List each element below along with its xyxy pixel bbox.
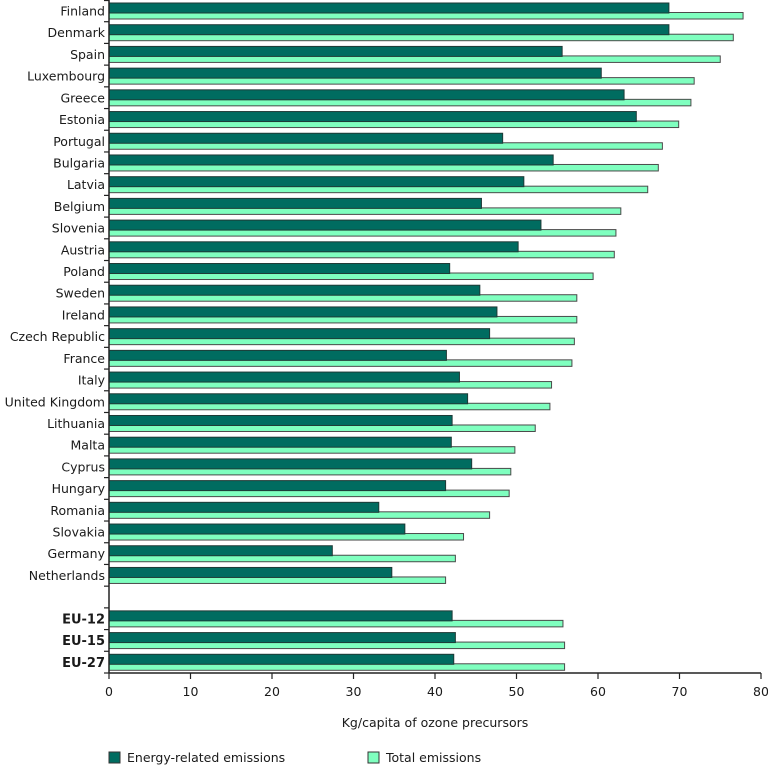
category-label: Romania xyxy=(50,503,105,518)
x-tick-label: 80 xyxy=(753,684,768,699)
bar-energy xyxy=(108,436,452,448)
bar-energy xyxy=(108,111,637,123)
bar-energy xyxy=(108,523,406,535)
legend-swatch-energy xyxy=(108,751,121,764)
category-label: Sweden xyxy=(56,286,105,301)
bar-energy xyxy=(108,501,380,513)
x-tick-label: 30 xyxy=(346,684,362,699)
category-label: EU-15 xyxy=(62,634,105,649)
category-label: Estonia xyxy=(59,112,105,127)
bar-energy xyxy=(108,328,491,340)
category-label: Malta xyxy=(71,438,105,453)
category-label: Germany xyxy=(48,546,106,561)
x-tick-label: 40 xyxy=(427,684,443,699)
bar-energy xyxy=(108,241,519,253)
category-label: Bulgaria xyxy=(53,155,105,170)
legend-swatch-total xyxy=(367,751,380,764)
bar-energy xyxy=(108,371,460,383)
category-label: Slovakia xyxy=(53,525,105,540)
bar-energy xyxy=(108,393,469,405)
category-label: Netherlands xyxy=(29,568,105,583)
bar-energy xyxy=(108,89,625,101)
legend: Energy-related emissions Total emissions xyxy=(108,750,481,765)
category-label: Luxembourg xyxy=(27,69,105,84)
category-label: Belgium xyxy=(54,199,105,214)
category-label: Lithuania xyxy=(47,416,105,431)
axes: 0 10 20 30 40 50 60 70 80 xyxy=(104,0,768,699)
bar-energy xyxy=(108,219,542,231)
bar-energy xyxy=(108,132,504,144)
bar-energy xyxy=(108,610,453,622)
category-label: Czech Republic xyxy=(10,329,105,344)
bar-energy xyxy=(108,197,482,209)
bar-energy xyxy=(108,349,447,361)
category-label: Ireland xyxy=(62,307,105,322)
bar-energy xyxy=(108,176,525,188)
category-label: Italy xyxy=(78,373,106,388)
category-label: United Kingdom xyxy=(5,394,105,409)
legend-label-energy: Energy-related emissions xyxy=(127,750,285,765)
category-label: Denmark xyxy=(48,25,106,40)
category-label: Cyprus xyxy=(61,459,105,474)
x-tick-label: 60 xyxy=(590,684,606,699)
category-label: EU-27 xyxy=(62,656,105,671)
x-tick-label: 20 xyxy=(264,684,280,699)
category-label: Greece xyxy=(61,90,106,105)
x-tick-label: 10 xyxy=(183,684,199,699)
bar-energy xyxy=(108,414,453,426)
bar-energy xyxy=(108,263,451,275)
bar-energy xyxy=(108,67,602,79)
category-label: EU-12 xyxy=(62,612,105,627)
x-tick-label: 0 xyxy=(105,684,113,699)
bar-energy xyxy=(108,545,333,557)
bar-energy xyxy=(108,632,456,644)
category-label: Austria xyxy=(61,242,105,257)
bars-layer xyxy=(108,2,744,671)
bar-energy xyxy=(108,2,670,14)
bar-energy xyxy=(108,480,447,492)
bar-energy xyxy=(108,458,473,470)
category-label: France xyxy=(63,351,105,366)
category-label: Portugal xyxy=(53,134,105,149)
category-label: Slovenia xyxy=(52,221,105,236)
x-tick-label: 50 xyxy=(509,684,525,699)
category-label: Latvia xyxy=(67,177,105,192)
x-axis-label: Kg/capita of ozone precursors xyxy=(342,715,529,730)
bar-energy xyxy=(108,566,393,578)
x-tick-label: 70 xyxy=(672,684,688,699)
category-label: Finland xyxy=(60,4,105,19)
legend-label-total: Total emissions xyxy=(385,750,481,765)
bar-energy xyxy=(108,45,563,57)
category-label: Poland xyxy=(63,264,105,279)
bar-energy xyxy=(108,653,455,665)
bar-energy xyxy=(108,154,554,166)
category-label: Spain xyxy=(70,47,105,62)
bar-energy xyxy=(108,306,498,318)
category-labels: Finland Denmark Spain Luxembourg Greece Eston… xyxy=(5,4,106,671)
bar-energy xyxy=(108,284,481,296)
category-label: Hungary xyxy=(52,481,106,496)
bar-energy xyxy=(108,24,670,36)
